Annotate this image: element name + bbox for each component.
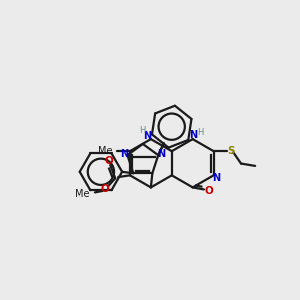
Text: H: H [197,128,203,137]
Text: N: N [143,130,152,141]
Text: Me: Me [74,189,89,199]
Text: H: H [140,126,146,135]
Text: O: O [104,156,113,166]
Text: O: O [100,184,109,194]
Text: N: N [157,149,165,159]
Text: N: N [212,173,220,183]
Text: Me: Me [98,146,112,156]
Text: N: N [189,130,197,140]
Text: N: N [120,149,128,159]
Text: O: O [205,186,214,196]
Text: S: S [227,146,235,156]
